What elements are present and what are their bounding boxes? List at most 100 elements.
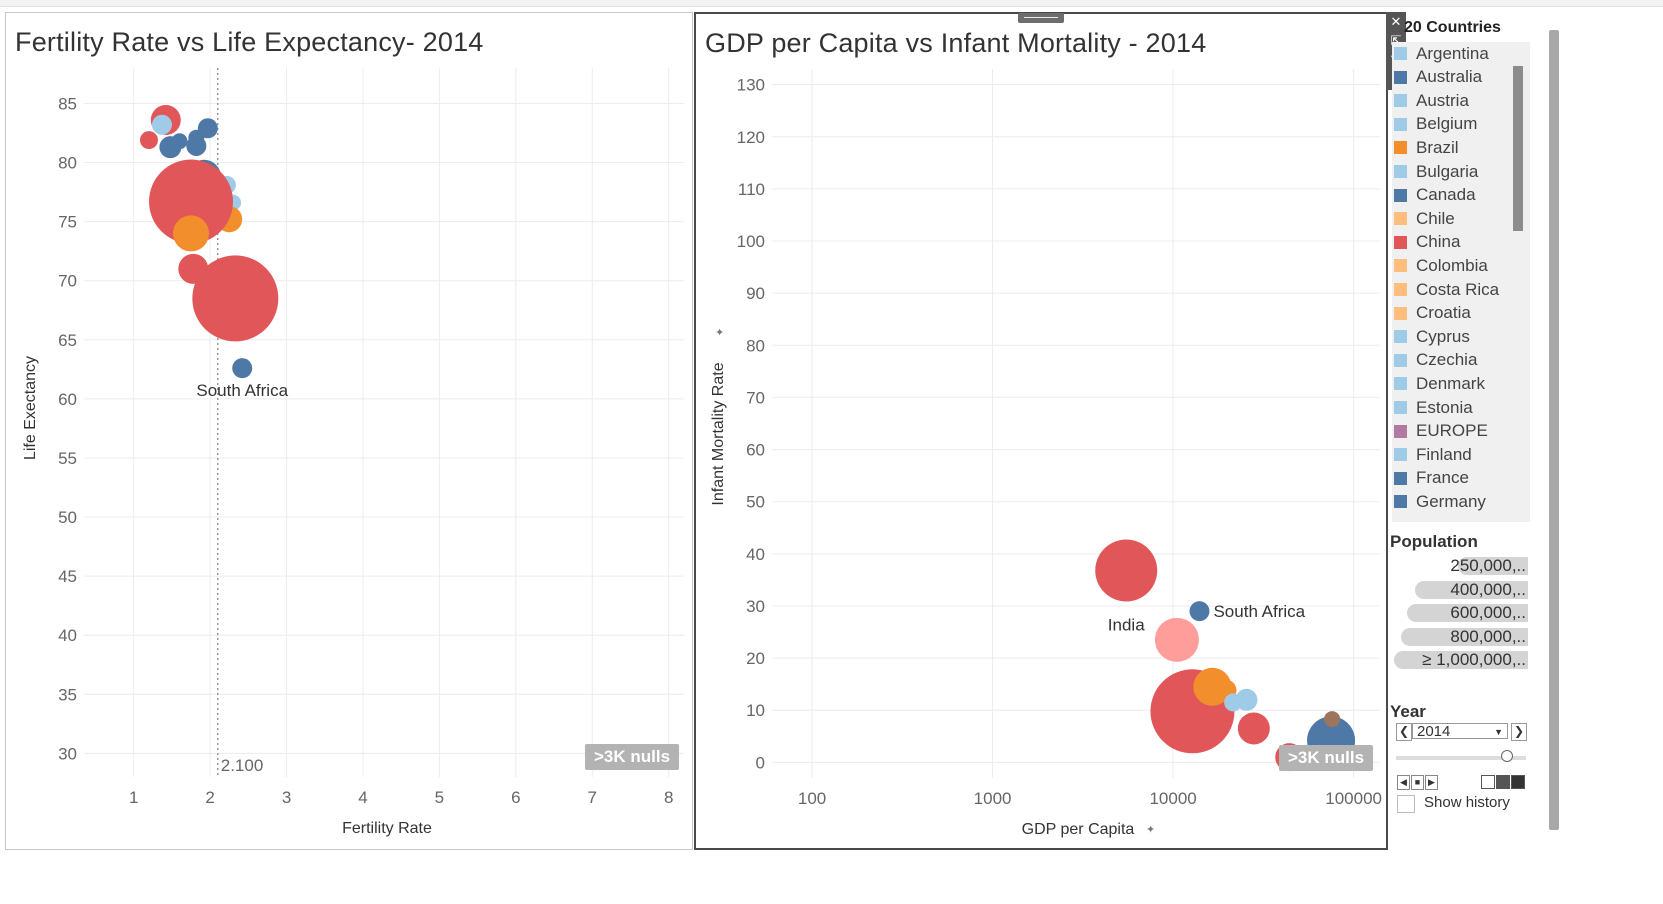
legend-item[interactable]: Estonia xyxy=(1394,396,1473,419)
population-legend-label: 250,000,.. xyxy=(1450,556,1526,575)
legend-swatch xyxy=(1394,235,1407,249)
country-legend-list[interactable]: Argentina Australia Austria Belgium Brazil Bu… xyxy=(1392,42,1530,522)
legend-swatch xyxy=(1394,377,1407,391)
y-tick-label: 20 xyxy=(746,649,765,668)
population-legend-label: 600,000,.. xyxy=(1450,603,1526,623)
y-tick-label: 110 xyxy=(738,180,765,199)
move-handle[interactable] xyxy=(1018,13,1064,23)
population-legend-item[interactable]: 600,000,.. xyxy=(1394,603,1528,623)
population-legend-item[interactable]: 400,000,.. xyxy=(1394,580,1528,599)
y-axis-title: Life Exectancy xyxy=(22,356,39,460)
speed-slow-icon[interactable] xyxy=(1481,775,1495,789)
y-tick-label: 45 xyxy=(58,567,77,586)
gdp-scatter-chart[interactable]: 0 10 20 30 40 50 60 70 80 90 100 110 120 130 100 1000 10… xyxy=(696,14,1386,848)
show-history-label: Show history xyxy=(1424,794,1510,811)
y-tick-label: 30 xyxy=(746,597,765,616)
population-legend-item[interactable]: ≥ 1,000,000,.. xyxy=(1394,650,1528,670)
fertility-life-expectancy-sheet[interactable]: Fertility Rate vs Life Expectancy- 2014 … xyxy=(5,12,693,850)
pin-icon: ✦ xyxy=(715,327,724,339)
legend-item[interactable]: China xyxy=(1394,231,1460,254)
top-strip xyxy=(0,0,1663,7)
legend-item-label: China xyxy=(1416,232,1461,252)
nulls-indicator[interactable]: >3K nulls xyxy=(1279,745,1374,771)
legend-swatch xyxy=(1394,448,1407,462)
legend-scrollbar[interactable] xyxy=(1513,66,1523,231)
legend-swatch xyxy=(1394,283,1407,296)
legend-item[interactable]: Czechia xyxy=(1394,349,1477,372)
show-history-checkbox[interactable] xyxy=(1397,795,1415,813)
legend-item-label: Czechia xyxy=(1416,350,1478,370)
close-icon[interactable]: ✕ xyxy=(1390,14,1402,29)
x-tick-label: 4 xyxy=(358,788,367,807)
legend-item[interactable]: Costa Rica xyxy=(1394,278,1499,301)
population-legend-item[interactable]: 800,000,.. xyxy=(1394,627,1528,646)
open-in-new-icon[interactable]: ⇱ xyxy=(1390,33,1402,48)
page-scrollbar[interactable] xyxy=(1549,30,1559,830)
legend-swatch xyxy=(1394,47,1407,60)
sheet-title: Fertility Rate vs Life Expectancy- 2014 xyxy=(15,27,484,57)
year-slider-handle[interactable] xyxy=(1501,750,1513,762)
legend-item[interactable]: France xyxy=(1394,467,1469,490)
data-point xyxy=(186,135,207,156)
step-forward-icon[interactable]: ▶ xyxy=(1425,775,1438,790)
legend-item[interactable]: Bulgaria xyxy=(1394,160,1478,183)
chevron-down-icon: ▼ xyxy=(1494,727,1503,737)
step-back-icon[interactable]: ◀ xyxy=(1397,775,1410,790)
legend-item[interactable]: Australia xyxy=(1394,66,1482,89)
legend-item[interactable]: Canada xyxy=(1394,184,1476,207)
year-filter-title: Year xyxy=(1390,702,1426,721)
sheet-title: GDP per Capita vs Infant Mortality - 201… xyxy=(705,28,1207,58)
legend-item-label: Cyprus xyxy=(1416,326,1470,346)
legend-item[interactable]: Chile xyxy=(1394,207,1455,230)
year-select[interactable]: 2014 ▼ xyxy=(1412,723,1508,740)
legend-item[interactable]: EUROPE xyxy=(1394,420,1488,443)
population-legend-item[interactable]: 250,000,.. xyxy=(1394,556,1528,575)
speed-fast-icon[interactable] xyxy=(1511,775,1525,789)
legend-swatch xyxy=(1394,141,1407,155)
data-point xyxy=(1235,688,1258,711)
legend-swatch xyxy=(1394,259,1407,273)
stop-icon[interactable]: ■ xyxy=(1411,775,1424,790)
legend-item[interactable]: Denmark xyxy=(1394,372,1485,395)
legend-item-label: France xyxy=(1416,468,1469,488)
legend-item-label: Colombia xyxy=(1416,255,1488,275)
reference-line-label: 2.100 xyxy=(221,756,264,775)
x-tick-label: 3 xyxy=(282,788,291,807)
legend-swatch xyxy=(1394,306,1407,320)
legend-item[interactable]: Belgium xyxy=(1394,113,1477,136)
year-slider-track[interactable] xyxy=(1396,756,1526,760)
legend-item[interactable]: Argentina xyxy=(1394,42,1489,65)
next-year-button[interactable]: ❯ xyxy=(1511,723,1527,741)
legend-item-label: Croatia xyxy=(1416,303,1471,323)
legend-item[interactable]: Colombia xyxy=(1394,254,1488,277)
data-point xyxy=(1154,617,1199,662)
data-point xyxy=(197,118,218,139)
y-tick-label: 70 xyxy=(746,388,765,407)
y-tick-label: 75 xyxy=(58,213,77,232)
x-tick-label: 5 xyxy=(435,788,444,807)
y-tick-label: 50 xyxy=(746,493,765,512)
legend-swatch xyxy=(1394,212,1407,226)
nulls-indicator[interactable]: >3K nulls xyxy=(585,744,680,770)
speed-medium-icon[interactable] xyxy=(1496,775,1510,789)
legend-item-label: Estonia xyxy=(1416,397,1473,417)
legend-item[interactable]: Cyprus xyxy=(1394,325,1470,348)
legend-item[interactable]: Brazil xyxy=(1394,136,1459,159)
data-point xyxy=(149,159,234,244)
x-tick-label: 6 xyxy=(511,788,520,807)
previous-year-button[interactable]: ❮ xyxy=(1396,723,1412,741)
legend-item[interactable]: Croatia xyxy=(1394,302,1471,325)
legend-item[interactable]: Germany xyxy=(1394,490,1486,513)
gdp-infant-mortality-sheet[interactable]: GDP per Capita vs Infant Mortality - 201… xyxy=(694,12,1388,850)
legend-swatch xyxy=(1394,471,1407,485)
population-size-bar xyxy=(1458,557,1528,575)
x-tick-label: 8 xyxy=(664,788,673,807)
data-point-label: India xyxy=(1108,616,1145,635)
population-legend-label: ≥ 1,000,000,.. xyxy=(1422,650,1526,670)
legend-item[interactable]: Finland xyxy=(1394,443,1472,466)
legend-item[interactable]: Austria xyxy=(1394,89,1469,112)
y-tick-label: 40 xyxy=(746,545,765,564)
legend-swatch xyxy=(1394,188,1407,202)
x-tick-label: 7 xyxy=(588,788,597,807)
